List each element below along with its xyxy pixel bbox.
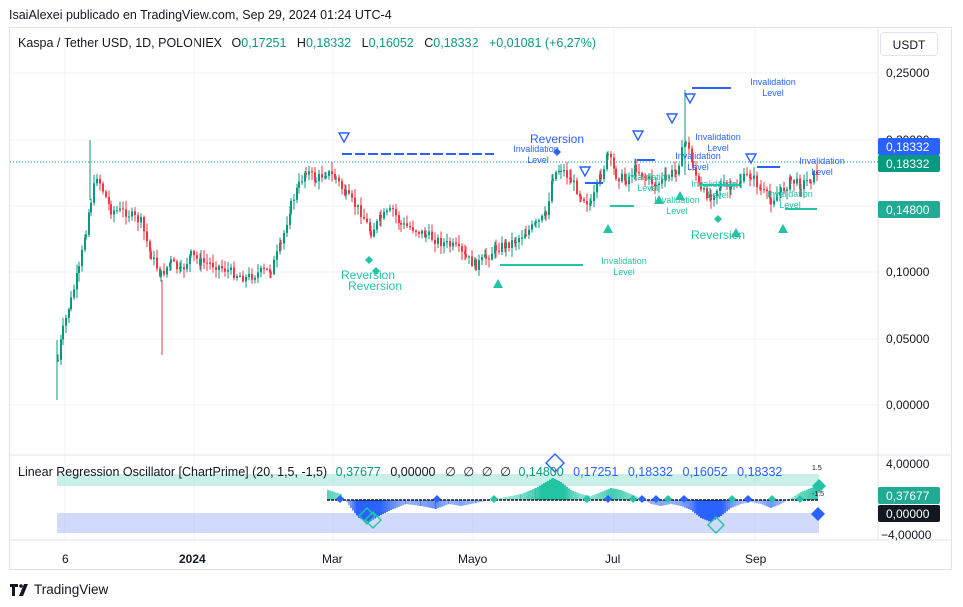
- open-label: O: [231, 36, 242, 50]
- close-value: 0,18332: [433, 36, 479, 50]
- indicator-title[interactable]: Linear Regression Oscillator [ChartPrime…: [18, 465, 328, 479]
- footer-brand[interactable]: TradingView: [10, 582, 108, 597]
- indicator-na-4: ∅: [500, 465, 511, 479]
- open-value: 0,17251: [241, 36, 287, 50]
- indicator-value-4: 0,17251: [573, 465, 619, 479]
- indicator-value-3: 0,14800: [518, 465, 564, 479]
- low-label: L: [361, 36, 369, 50]
- indicator-value-6: 0,16052: [682, 465, 728, 479]
- symbol-title[interactable]: Kaspa / Tether USD, 1D, POLONIEX: [18, 36, 223, 50]
- high-value: 0,18332: [305, 36, 352, 50]
- close-label: C: [424, 36, 434, 50]
- indicator-na-3: ∅: [481, 465, 493, 479]
- attribution-text: IsaiAlexei publicado en TradingView.com,…: [9, 8, 392, 22]
- indicator-value-7: 0,18332: [737, 465, 783, 479]
- tradingview-logo-icon: [10, 583, 28, 596]
- currency-button[interactable]: USDT: [880, 32, 938, 56]
- low-value: 0,16052: [368, 36, 414, 50]
- indicator-legend[interactable]: Linear Regression Oscillator [ChartPrime…: [18, 464, 788, 479]
- change-value: +0,01081 (+6,27%): [488, 36, 596, 50]
- indicator-na-1: ∅: [444, 465, 456, 479]
- footer-brand-text: TradingView: [34, 582, 109, 597]
- indicator-value-1: 0,37677: [335, 465, 381, 479]
- high-label: H: [296, 36, 306, 50]
- chart-frame: [9, 27, 952, 570]
- indicator-value-2: 0,00000: [390, 465, 436, 479]
- symbol-legend: Kaspa / Tether USD, 1D, POLONIEX O0,1725…: [18, 36, 603, 50]
- indicator-na-2: ∅: [463, 465, 475, 479]
- indicator-value-5: 0,18332: [627, 465, 674, 479]
